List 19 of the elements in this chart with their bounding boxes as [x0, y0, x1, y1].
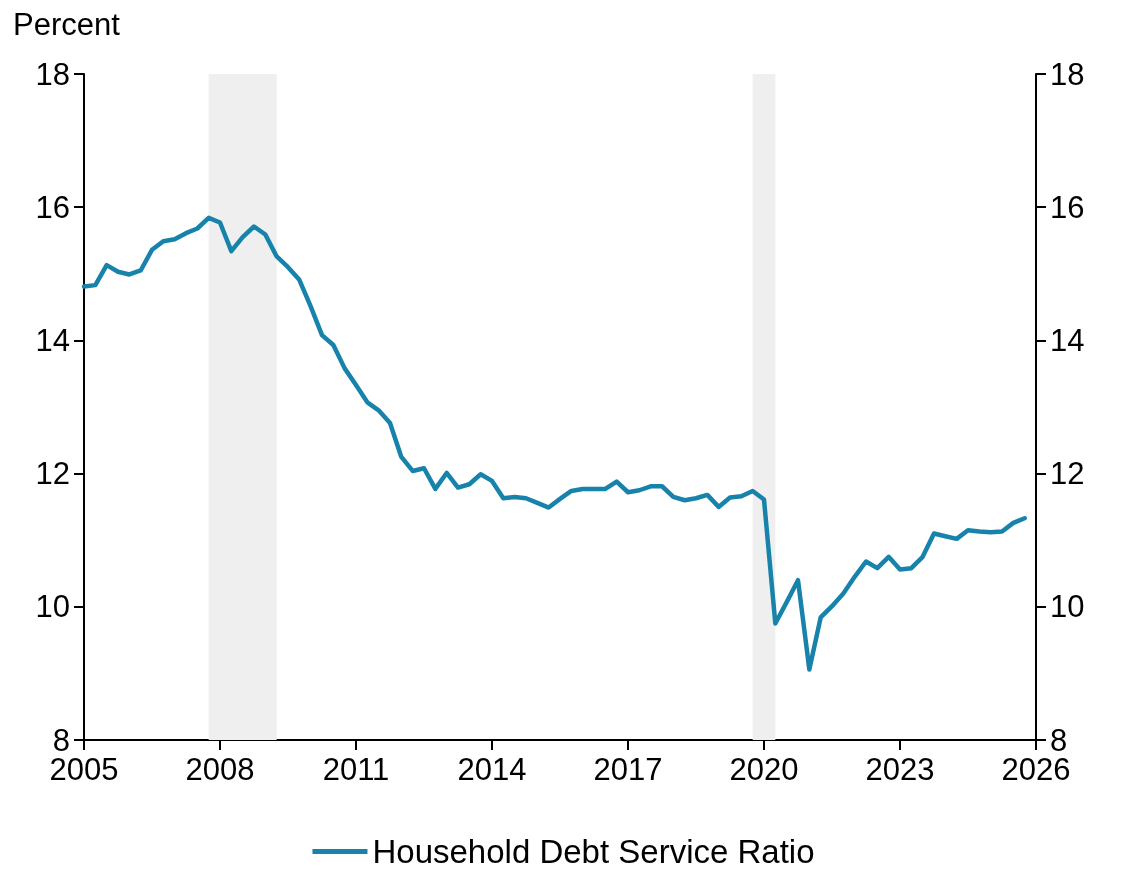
x-tick-label: 2014: [457, 752, 527, 787]
x-tick-label: 2020: [729, 752, 799, 787]
y-tick-label: 14: [35, 322, 70, 358]
y2-tick-label: 14: [1050, 322, 1085, 358]
y-tick-label: 10: [35, 589, 70, 625]
x-tick-label: 2017: [593, 752, 663, 787]
y2-tick-label: 16: [1050, 189, 1085, 225]
y-tick-label: 16: [35, 189, 70, 225]
y-tick-label: 18: [35, 56, 70, 92]
line-series: [81, 215, 1027, 672]
y2-tick-label: 10: [1050, 589, 1085, 625]
x-tick-label: 2008: [185, 752, 255, 787]
x-tick-label: 2023: [865, 752, 935, 787]
x-tick-label: 2011: [322, 752, 390, 787]
y2-tick-label: 12: [1050, 456, 1085, 492]
y-tick-label: 12: [35, 456, 70, 492]
y2-tick-label: 18: [1050, 56, 1085, 92]
y-axis-title: Percent: [13, 7, 121, 42]
legend-label: Household Debt Service Ratio: [372, 833, 815, 870]
